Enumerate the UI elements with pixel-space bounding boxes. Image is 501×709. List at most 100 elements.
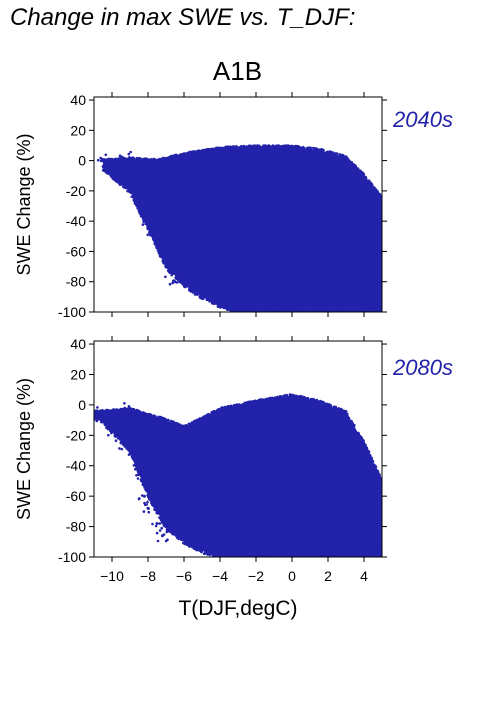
scatter-point	[149, 175, 153, 179]
scatter-point	[205, 295, 209, 299]
scatter-point	[342, 417, 345, 421]
scatter-point	[187, 531, 190, 535]
scatter-point	[106, 168, 109, 171]
scatter-point	[219, 152, 222, 156]
scatter-point	[140, 165, 143, 169]
scatter-point	[293, 548, 296, 552]
scatter-point	[226, 154, 229, 157]
scatter-point	[114, 167, 118, 171]
scatter-point	[326, 302, 330, 306]
scatter-point	[345, 157, 348, 160]
scatter-point	[344, 309, 347, 312]
scatter-point	[376, 469, 379, 473]
scatter-point	[152, 498, 156, 502]
scatter-point	[232, 309, 236, 312]
scatter-point	[162, 261, 165, 265]
scatter-point	[191, 154, 194, 157]
scatter-point	[373, 558, 376, 561]
scatter-point	[285, 149, 289, 152]
scatter-point	[153, 159, 157, 162]
scatter-point	[134, 163, 137, 166]
scatter-point	[235, 546, 238, 550]
scatter-point	[291, 553, 294, 556]
scatter-point	[120, 155, 124, 159]
scatter-point	[204, 285, 207, 289]
scatter-point	[132, 191, 136, 194]
scatter-point	[315, 401, 319, 405]
scatter-point	[266, 545, 269, 549]
scatter-point	[280, 307, 283, 310]
scatter-point	[241, 309, 244, 312]
scatter-point	[183, 283, 186, 286]
scatter-point	[305, 312, 308, 315]
scatter-point	[151, 177, 154, 181]
scatter-point	[336, 308, 340, 312]
scatter-point	[323, 403, 327, 406]
scatter-point	[335, 553, 338, 557]
scatter-point	[232, 548, 236, 551]
scatter-point	[142, 220, 145, 224]
scatter-point	[338, 558, 341, 561]
scatter-point	[189, 151, 193, 155]
scatter-point	[196, 540, 199, 544]
scatter-point	[251, 552, 255, 556]
scatter-point	[373, 553, 376, 556]
scatter-point	[253, 312, 256, 315]
scatter-point	[321, 558, 324, 561]
scatter-point	[254, 148, 258, 151]
scatter-point	[109, 162, 113, 166]
scatter-point	[321, 307, 325, 310]
scatter-point	[114, 176, 117, 180]
scatter-point	[303, 396, 307, 400]
scatter-point	[303, 312, 306, 315]
scatter-point	[355, 312, 358, 315]
scatter-point	[117, 163, 120, 166]
scatter-point	[156, 175, 159, 179]
point-cloud-2080s	[94, 393, 382, 561]
scatter-point	[193, 290, 196, 293]
scatter-point	[135, 204, 138, 208]
scatter-point	[363, 175, 366, 178]
scatter-point	[260, 301, 263, 305]
scatter-point	[273, 145, 277, 148]
scatter-point	[244, 309, 248, 312]
scatter-point	[189, 532, 192, 536]
scatter-point	[297, 154, 301, 157]
scatter-point	[268, 147, 271, 151]
scatter-point	[277, 397, 281, 401]
scatter-point	[302, 307, 306, 311]
scatter-point	[358, 313, 361, 316]
scatter-point	[156, 420, 160, 424]
scatter-point	[295, 558, 298, 561]
scatter-point	[239, 303, 243, 306]
scatter-point	[213, 155, 217, 158]
scatter-point	[234, 306, 238, 310]
scatter-point	[196, 293, 199, 296]
scatter-point	[159, 248, 162, 251]
scatter-point	[358, 302, 361, 306]
scatter-point	[374, 474, 377, 477]
scatter-point	[233, 303, 236, 306]
scatter-point	[330, 304, 333, 308]
scatter-point	[159, 513, 163, 517]
scatter-point	[213, 293, 217, 296]
scatter-point	[341, 312, 344, 315]
scatter-point	[110, 169, 114, 172]
scatter-point	[99, 156, 102, 160]
scatter-point	[321, 153, 325, 157]
scatter-point	[171, 266, 175, 270]
scatter-point	[360, 302, 364, 305]
scatter-point	[169, 421, 173, 425]
scatter-point	[188, 277, 191, 281]
scatter-point	[170, 164, 173, 167]
scatter-point	[158, 241, 162, 245]
scatter-point	[190, 288, 194, 292]
scatter-point	[150, 501, 153, 505]
scatter-point	[225, 307, 229, 310]
scatter-point	[196, 285, 199, 289]
scatter-point	[359, 175, 363, 178]
scatter-point	[256, 299, 259, 303]
scatter-point	[288, 305, 291, 308]
scatter-point	[273, 152, 277, 156]
scatter-point	[179, 269, 183, 273]
